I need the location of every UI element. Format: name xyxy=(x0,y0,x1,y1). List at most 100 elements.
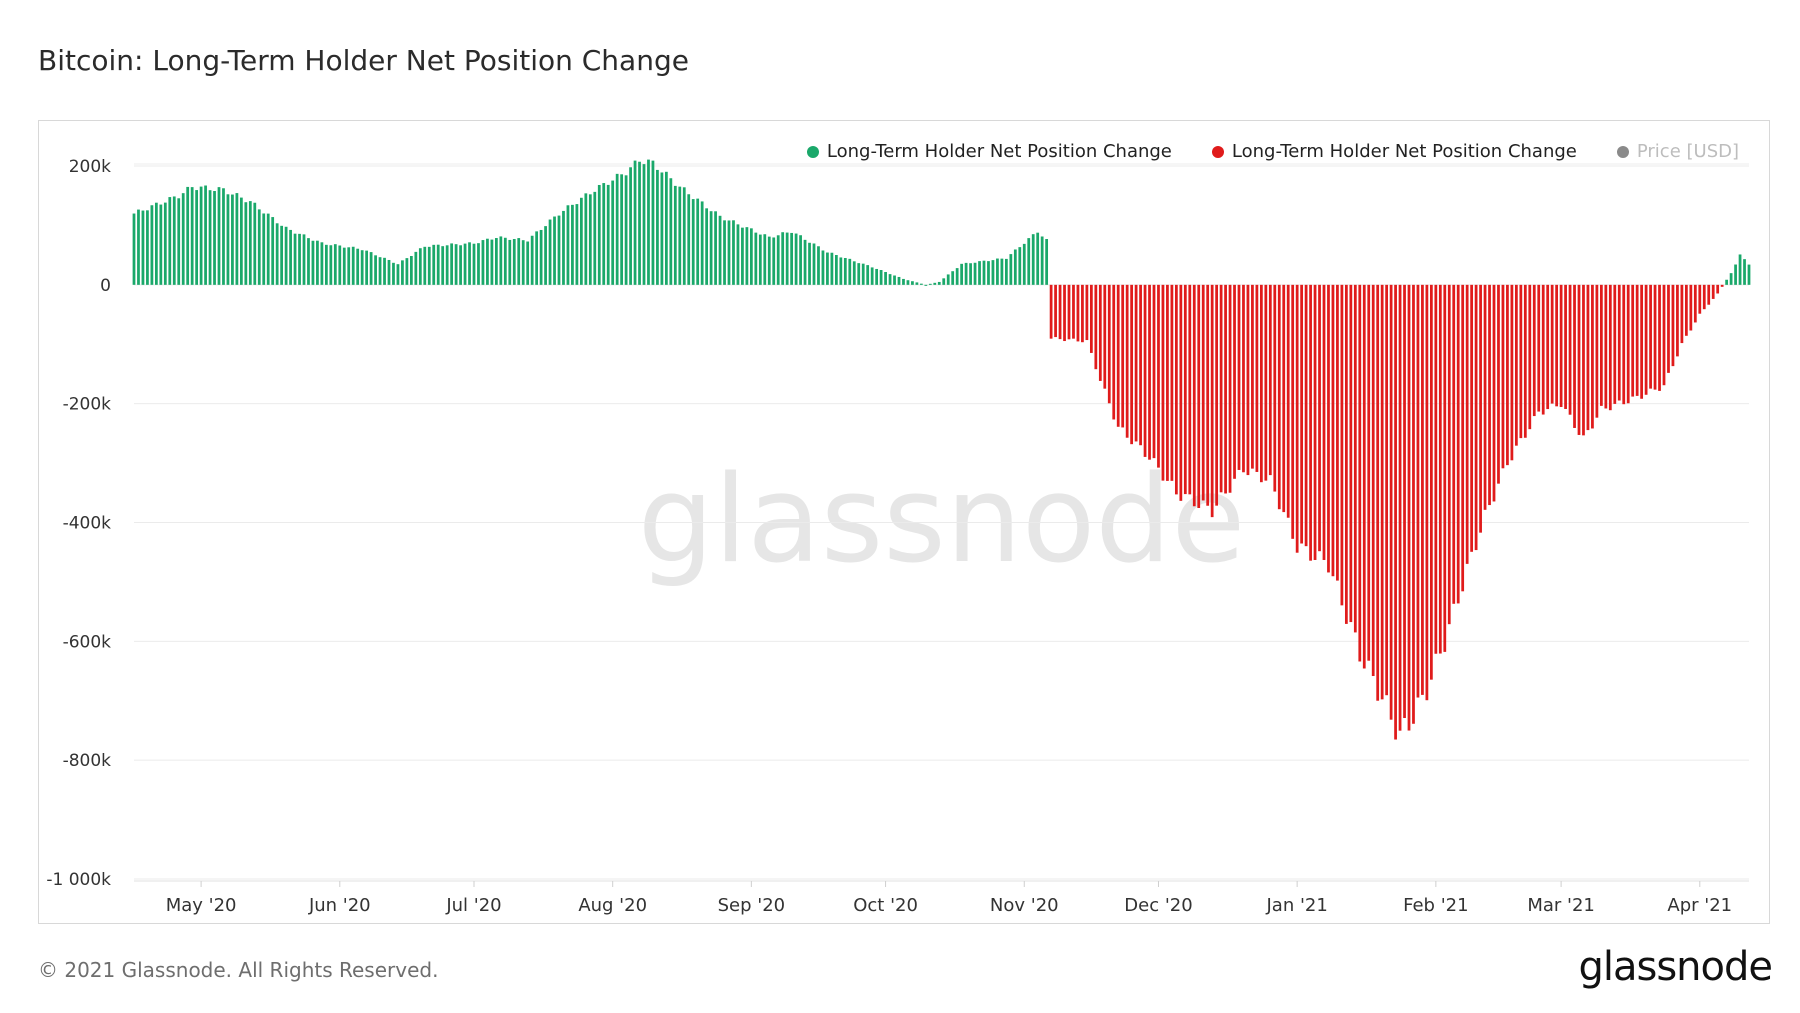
bar-positive xyxy=(633,160,637,285)
bar-negative xyxy=(1676,284,1679,357)
bar-positive xyxy=(311,240,315,285)
x-tick-label: Nov '20 xyxy=(990,895,1059,916)
bar-negative xyxy=(1443,284,1447,652)
bar-positive xyxy=(338,245,342,285)
bar-negative xyxy=(1640,284,1644,399)
bar-negative xyxy=(1532,284,1536,417)
bar-negative xyxy=(1103,284,1107,389)
bar-positive xyxy=(1018,247,1022,285)
bar-positive xyxy=(137,209,140,285)
bar-negative xyxy=(1268,284,1272,476)
bar-positive xyxy=(499,236,503,285)
bar-negative xyxy=(1631,284,1635,397)
bar-negative xyxy=(1385,284,1389,696)
bar-positive xyxy=(647,159,650,285)
legend-dot-negative xyxy=(1211,145,1224,158)
bar-positive xyxy=(1729,273,1733,285)
x-tick-label: Dec '20 xyxy=(1124,895,1192,916)
bar-negative xyxy=(1286,284,1290,518)
bar-positive xyxy=(982,260,986,285)
bar-negative xyxy=(1107,284,1111,404)
bar-positive xyxy=(356,248,360,285)
bar-negative xyxy=(1282,284,1286,513)
bar-positive xyxy=(973,262,977,285)
copyright-text: © 2021 Glassnode. All Rights Reserved. xyxy=(38,958,439,982)
bar-positive xyxy=(906,280,910,285)
bar-positive xyxy=(401,260,404,285)
bar-positive xyxy=(723,220,726,285)
bar-positive xyxy=(1027,238,1031,285)
bar-negative xyxy=(1157,284,1160,468)
bar-positive xyxy=(213,191,216,285)
bar-positive xyxy=(673,185,677,285)
bar-positive xyxy=(414,251,418,285)
legend-item-positive[interactable]: Long-Term Holder Net Position Change xyxy=(806,141,1172,162)
bar-negative xyxy=(1649,284,1652,389)
bar-positive xyxy=(1022,243,1026,285)
bar-positive xyxy=(280,225,284,285)
bar-positive xyxy=(964,262,968,285)
bar-negative xyxy=(1264,284,1268,481)
bar-positive xyxy=(638,161,641,285)
bar-positive xyxy=(584,193,588,285)
bar-positive xyxy=(459,245,462,285)
bar-positive xyxy=(530,235,534,285)
bar-positive xyxy=(687,194,691,285)
bar-negative xyxy=(1277,284,1281,510)
bar-negative xyxy=(1662,284,1666,386)
bar-positive xyxy=(700,201,704,285)
bar-positive xyxy=(409,256,413,285)
bar-positive xyxy=(888,274,892,285)
bar-positive xyxy=(834,255,838,285)
bar-positive xyxy=(387,259,391,285)
bar-positive xyxy=(978,261,981,285)
x-tick-label: Apr '21 xyxy=(1667,895,1732,916)
bar-positive xyxy=(298,233,301,285)
bar-negative xyxy=(1358,284,1362,662)
bar-negative xyxy=(1716,284,1720,294)
bar-positive xyxy=(208,190,212,285)
bar-positive xyxy=(991,260,995,285)
bar-negative xyxy=(1291,284,1295,539)
bar-negative xyxy=(1488,284,1491,506)
bar-positive xyxy=(521,240,525,285)
bar-positive xyxy=(911,281,914,285)
bar-positive xyxy=(1738,254,1742,285)
y-tick-label: -200k xyxy=(63,395,112,415)
bar-negative xyxy=(1340,284,1344,606)
bar-positive xyxy=(562,210,565,285)
y-tick-label: -400k xyxy=(63,514,112,534)
bar-negative xyxy=(1644,284,1648,395)
bar-negative xyxy=(1058,284,1062,340)
legend-item-price[interactable]: Price [USD] xyxy=(1616,141,1739,162)
bar-positive xyxy=(383,257,386,285)
bar-positive xyxy=(879,270,883,285)
bar-negative xyxy=(1380,284,1384,700)
bar-negative xyxy=(1183,284,1187,495)
bar-positive xyxy=(669,178,673,285)
x-tick-label: Sep '20 xyxy=(718,895,786,916)
bar-positive xyxy=(937,281,941,285)
bar-positive xyxy=(172,196,176,285)
bar-positive xyxy=(316,240,319,285)
bar-positive xyxy=(396,264,400,285)
bar-positive xyxy=(333,244,337,285)
bar-positive xyxy=(508,239,512,285)
bar-negative xyxy=(1653,284,1657,390)
bar-positive xyxy=(785,232,789,285)
bar-positive xyxy=(1013,249,1017,285)
bar-positive xyxy=(177,198,181,285)
bar-positive xyxy=(794,233,798,285)
legend-item-negative[interactable]: Long-Term Holder Net Position Change xyxy=(1211,141,1577,162)
bar-negative xyxy=(1667,284,1670,373)
bar-positive xyxy=(284,226,288,285)
bar-positive xyxy=(1725,279,1729,285)
bar-negative xyxy=(1568,284,1572,415)
bar-positive xyxy=(217,187,221,285)
bar-negative xyxy=(1327,284,1330,573)
bar-positive xyxy=(168,197,172,285)
bar-negative xyxy=(1613,284,1617,404)
bar-negative xyxy=(1416,284,1420,698)
bar-positive xyxy=(799,235,802,285)
x-tick-label: Oct '20 xyxy=(853,895,918,916)
